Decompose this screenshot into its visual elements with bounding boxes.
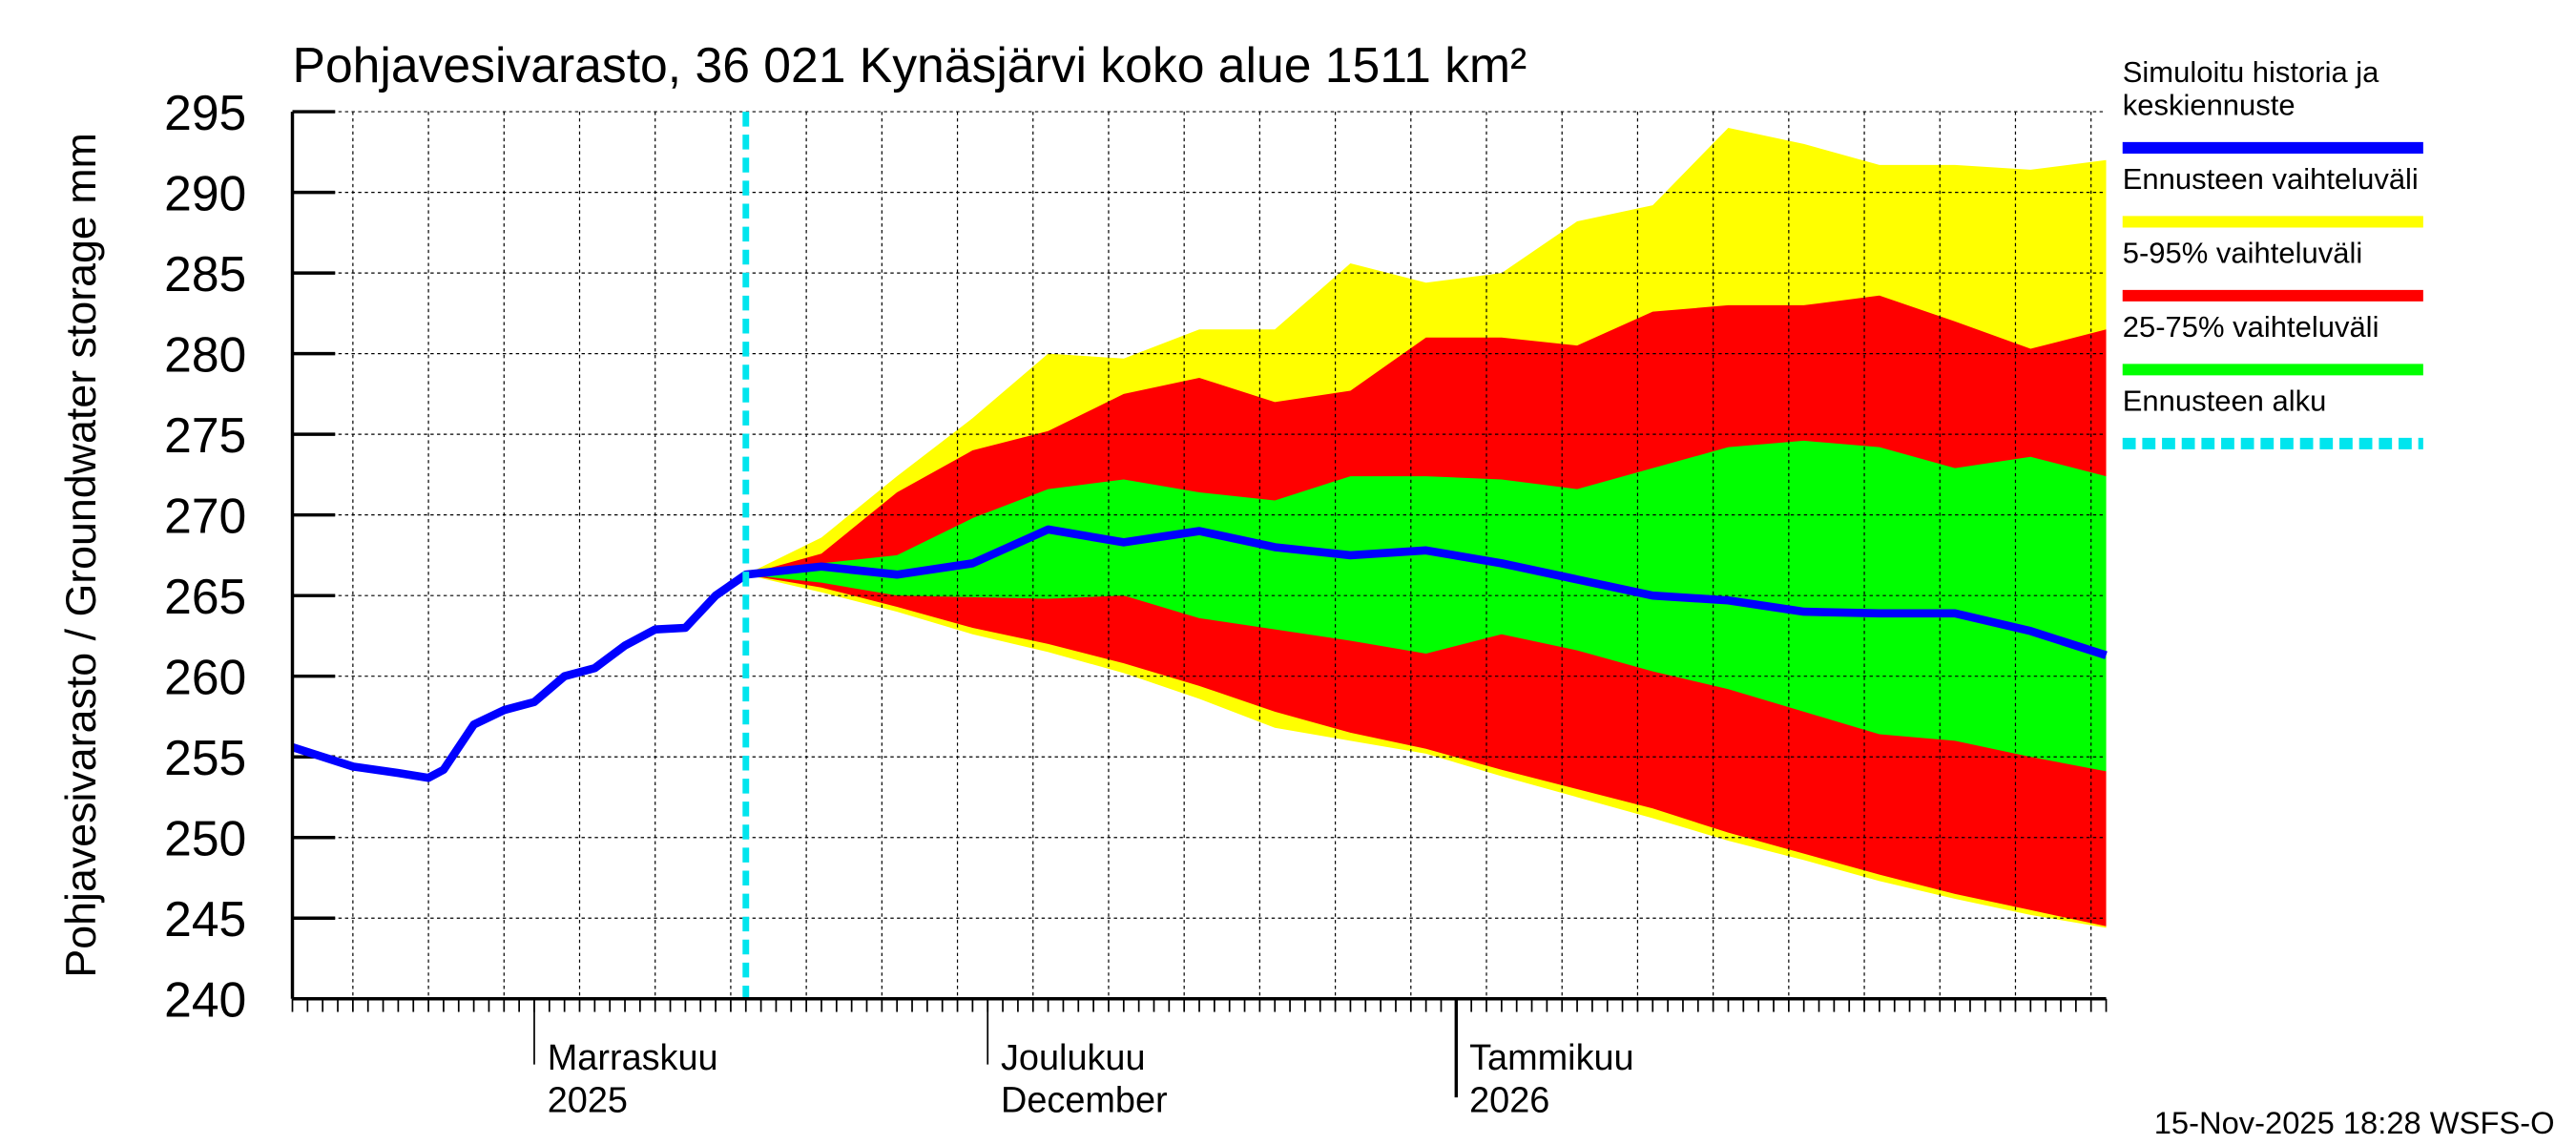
y-tick-label: 245 [164,891,246,947]
legend-label: Ennusteen alku [2123,384,2327,417]
y-tick-label: 295 [164,85,246,140]
y-tick-label: 285 [164,246,246,302]
y-tick-label: 260 [164,650,246,705]
median-line [291,525,2108,782]
plot-area: 240 245 250 255 260 265 270 275 280 285 290 295 Marr… [164,85,2108,1121]
footer-timestamp: 15-Nov-2025 18:28 WSFS-O [2154,1105,2555,1140]
legend-label: Simuloitu historia ja [2123,55,2379,89]
band-2 [745,440,2107,772]
y-tick-label: 240 [164,972,246,1028]
y-tick-label: 280 [164,327,246,383]
chart-title: Pohjavesivarasto, 36 021 Kynäsjärvi koko… [293,37,1527,93]
y-tick-label: 250 [164,811,246,866]
month-label: Joulukuu [1001,1038,1146,1078]
month-label: Marraskuu [548,1038,718,1078]
legend-label: Ennusteen vaihteluväli [2123,162,2419,196]
month-sublabel: December [1001,1081,1168,1121]
month-sublabel: 2025 [548,1081,628,1121]
y-tick-label: 255 [164,730,246,785]
y-axis-label: Pohjavesivarasto / Groundwater storage m… [57,133,105,977]
legend-label: 25-75% vaihteluväli [2123,310,2379,344]
y-tick-label: 290 [164,166,246,221]
y-tick-label: 270 [164,489,246,544]
month-sublabel: 2026 [1469,1081,1549,1121]
y-tick-label: 275 [164,407,246,463]
month-label: Tammikuu [1469,1038,1634,1078]
y-tick-label: 265 [164,569,246,624]
legend-label: 5-95% vaihteluväli [2123,236,2362,269]
legend-label: keskiennuste [2123,89,2296,122]
